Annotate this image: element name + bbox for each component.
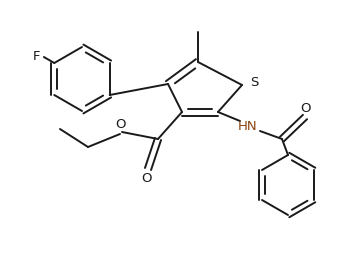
Text: HN: HN xyxy=(238,121,258,133)
Text: O: O xyxy=(116,117,126,131)
Text: O: O xyxy=(142,172,152,186)
Text: O: O xyxy=(301,102,311,115)
Text: S: S xyxy=(250,77,258,89)
Text: F: F xyxy=(33,50,41,62)
